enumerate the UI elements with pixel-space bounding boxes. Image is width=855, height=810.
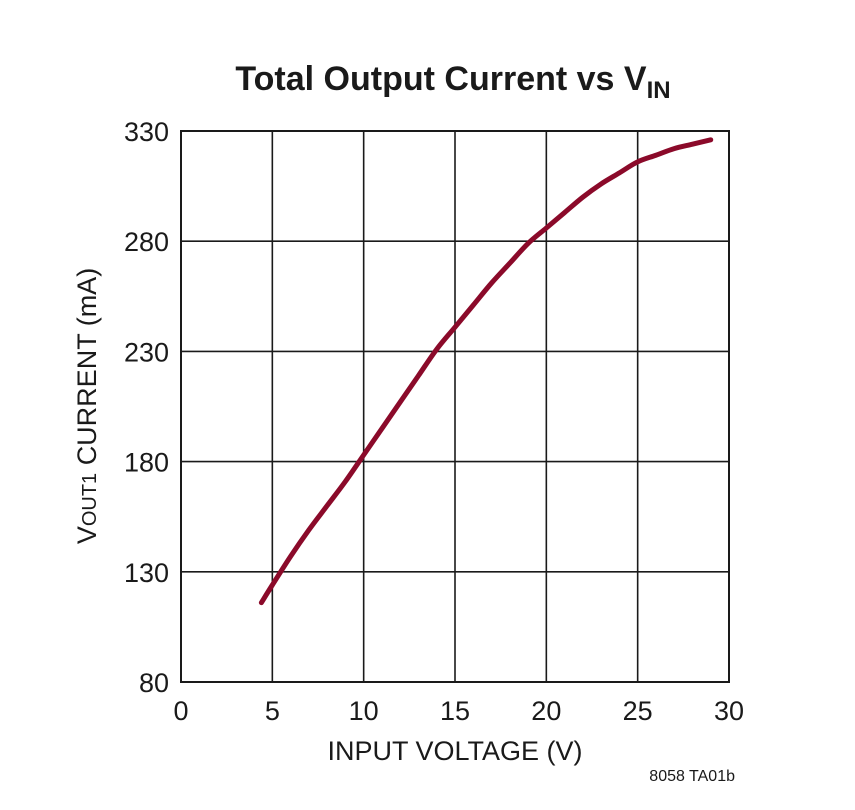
x-tick-label: 15 xyxy=(440,696,470,726)
x-tick-label: 25 xyxy=(623,696,653,726)
figure-footnote: 8058 TA01b xyxy=(649,768,735,785)
x-axis-label: INPUT VOLTAGE (V) xyxy=(327,736,582,766)
y-tick-label: 330 xyxy=(124,117,169,147)
x-tick-label: 10 xyxy=(349,696,379,726)
chart-title-main: Total Output Current vs V xyxy=(235,60,646,98)
series xyxy=(258,137,714,606)
x-tick-label: 20 xyxy=(531,696,561,726)
y-axis-label-suffix: CURRENT (mA) xyxy=(72,268,102,473)
chart-title-subscript: IN xyxy=(647,77,671,104)
y-tick-label: 230 xyxy=(124,337,169,367)
y-tick-labels: 80 130 180 230 280 330 xyxy=(124,117,169,698)
x-tick-label: 5 xyxy=(265,696,280,726)
y-tick-label: 180 xyxy=(124,448,169,478)
y-axis-label: VOUT1 CURRENT (mA) xyxy=(72,268,102,544)
x-tick-label: 0 xyxy=(173,696,188,726)
y-axis-label-subscript: OUT1 xyxy=(79,473,101,526)
y-axis-label-prefix: V xyxy=(72,526,102,544)
chart-title: Total Output Current vs VIN xyxy=(235,60,670,104)
plot-frame xyxy=(180,130,730,683)
series-line-0 xyxy=(258,137,714,606)
y-tick-label: 80 xyxy=(139,668,169,698)
x-tick-labels: 0 5 10 15 20 25 30 xyxy=(173,696,744,726)
x-tick-label: 30 xyxy=(714,696,744,726)
y-tick-label: 280 xyxy=(124,227,169,257)
y-tick-label: 130 xyxy=(124,558,169,588)
